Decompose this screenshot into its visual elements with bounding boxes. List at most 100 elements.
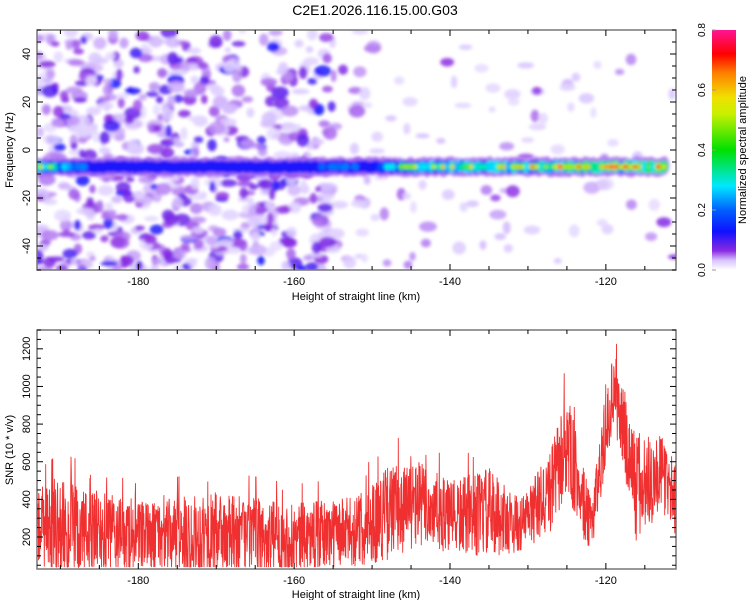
noise-blob — [51, 118, 59, 127]
noise-blob — [148, 81, 161, 91]
noise-blob — [133, 66, 140, 74]
noise-blob — [124, 87, 141, 95]
noise-blob — [165, 125, 172, 138]
noise-blob — [319, 32, 334, 43]
noise-blob — [104, 202, 114, 211]
noise-blob — [257, 147, 268, 157]
snr-y-ticks: 200 400 600 800 1000 1200 — [21, 329, 676, 566]
noise-blob — [146, 143, 164, 155]
band-core — [79, 163, 88, 171]
noise-blob — [317, 203, 333, 213]
noise-blob — [163, 213, 179, 226]
band-peak — [660, 164, 667, 169]
x-tick-label: -160 — [283, 575, 305, 587]
noise-blob — [291, 88, 310, 95]
noise-blob — [327, 101, 336, 112]
noise-blob — [50, 40, 60, 47]
noise-blob — [300, 179, 307, 193]
noise-blob — [452, 241, 466, 255]
noise-blob — [129, 47, 143, 59]
y-tick-label: 0 — [21, 147, 33, 153]
noise-blob — [86, 106, 101, 116]
noise-blob — [148, 35, 163, 48]
spectrogram-y-axis-label: Frequency (Hz) — [4, 112, 16, 188]
noise-blob — [88, 224, 105, 231]
noise-blob — [99, 131, 111, 144]
noise-blob — [363, 44, 382, 53]
noise-blob — [77, 263, 86, 270]
noise-blob — [645, 232, 658, 242]
noise-blob — [53, 143, 66, 152]
noise-blob — [193, 239, 204, 250]
noise-blob — [145, 91, 159, 97]
noise-blob — [187, 47, 202, 55]
noise-blob — [119, 37, 129, 49]
noise-blob — [523, 225, 541, 235]
noise-blob — [369, 148, 385, 154]
noise-blob — [73, 219, 81, 231]
noise-blob — [135, 198, 149, 204]
noise-blob — [250, 231, 261, 242]
x-tick-label: -120 — [595, 276, 617, 288]
noise-blob — [68, 109, 79, 116]
noise-blob — [189, 203, 203, 215]
noise-blob — [436, 137, 446, 144]
noise-blob — [143, 234, 157, 245]
noise-blob — [247, 216, 261, 228]
noise-blob — [204, 256, 216, 270]
noise-blob — [101, 214, 120, 220]
colorbar-tick-label: 0.4 — [697, 143, 708, 157]
noise-blob — [502, 221, 511, 235]
noise-blob — [625, 53, 637, 66]
noise-blob — [278, 62, 289, 75]
noise-blob — [37, 34, 44, 43]
noise-blob — [259, 33, 269, 46]
noise-blob — [80, 36, 88, 45]
noise-blob — [350, 199, 368, 208]
noise-blob — [261, 111, 277, 125]
noise-blob — [46, 69, 56, 79]
noise-blob — [172, 137, 182, 144]
noise-blob — [55, 264, 68, 270]
noise-blob — [593, 60, 602, 69]
noise-blob — [209, 35, 223, 48]
snr-series-line — [37, 343, 676, 569]
noise-blob — [311, 138, 325, 145]
noise-blob — [209, 181, 216, 193]
noise-blob — [85, 208, 96, 221]
noise-blob — [450, 75, 458, 89]
noise-blob — [296, 265, 307, 270]
noise-blob — [271, 179, 279, 192]
noise-blob — [351, 100, 365, 107]
noise-blob — [626, 199, 637, 210]
noise-blob — [648, 198, 660, 211]
snr-panel: -180 -160 -140 -120 200 400 600 800 1000 1200 He… — [4, 329, 677, 600]
noise-blob — [224, 47, 231, 53]
noise-blob — [309, 251, 324, 258]
noise-blob — [42, 134, 61, 145]
noise-blob — [236, 181, 254, 187]
noise-blob — [268, 30, 283, 36]
noise-blob — [42, 198, 58, 206]
noise-blob — [517, 62, 535, 69]
noise-blob — [38, 60, 56, 68]
noise-blob — [62, 228, 71, 237]
noise-blob — [322, 85, 333, 93]
noise-blob — [359, 87, 371, 100]
noise-blob — [614, 68, 625, 76]
noise-blob — [73, 97, 87, 103]
noise-blob — [162, 247, 172, 261]
noise-blob — [294, 39, 304, 48]
noise-blob — [122, 191, 136, 203]
noise-blob — [296, 133, 310, 147]
noise-blob — [567, 102, 575, 112]
colorbar-tick-label: 0.2 — [697, 203, 708, 217]
noise-blob — [116, 68, 123, 82]
noise-blob — [596, 177, 614, 191]
noise-blob — [418, 179, 427, 190]
noise-blob — [53, 51, 64, 63]
noise-blob — [108, 132, 117, 139]
snr-x-axis-label: Height of straight line (km) — [292, 589, 420, 600]
noise-blob — [134, 225, 145, 231]
